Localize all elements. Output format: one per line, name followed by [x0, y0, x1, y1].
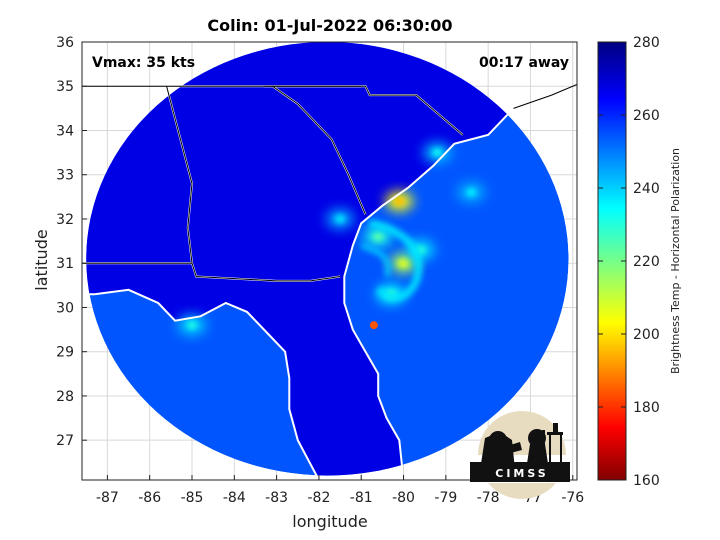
x-tick-label: -78	[477, 490, 500, 506]
coastlines-outside	[82, 83, 577, 295]
colorbar-tick-label: 280	[633, 35, 660, 51]
x-tick-label: -85	[181, 490, 204, 506]
x-tick-label: -79	[434, 490, 457, 506]
y-tick-label: 31	[56, 256, 74, 272]
colorbar-tick-label: 220	[633, 254, 660, 270]
colorbar-tick-label: 260	[633, 108, 660, 124]
rain-band	[368, 219, 423, 301]
colorbar-label: Brightness Temp - Horizontal Polarizatio…	[669, 148, 682, 374]
border-outside-swath	[263, 85, 464, 136]
x-axis-label: longitude	[292, 512, 367, 531]
y-tick-label: 30	[56, 300, 74, 316]
x-axis-ticks: -87-86-85-84-83-82-81-80-79-78-77-76	[96, 475, 584, 506]
brightness-feature-core	[466, 188, 477, 197]
y-tick-label: 32	[56, 212, 74, 228]
swath-land	[86, 42, 569, 476]
y-tick-label: 27	[56, 433, 74, 449]
y-tick-label: 34	[56, 123, 74, 139]
chart-title: Colin: 01-Jul-2022 06:30:00	[207, 16, 452, 35]
rain-band-inner	[360, 242, 392, 278]
y-tick-label: 33	[56, 168, 74, 184]
border-outside-swath	[513, 83, 577, 109]
y-axis-label: latitude	[32, 229, 51, 290]
y-tick-label: 28	[56, 389, 74, 405]
brightness-feature-core	[432, 148, 443, 157]
colorbar-tick-label: 180	[633, 400, 660, 416]
x-tick-label: -80	[392, 490, 415, 506]
y-tick-label: 35	[56, 79, 74, 95]
axes-frame	[81, 41, 578, 481]
brightness-feature-core	[394, 197, 405, 206]
x-tick-label: -84	[223, 490, 246, 506]
colorbar-tick-label: 240	[633, 181, 660, 197]
x-tick-label: -81	[350, 490, 373, 506]
x-tick-label: -87	[96, 490, 119, 506]
y-tick-label: 36	[56, 35, 74, 51]
logo-text: CIMSS	[495, 467, 548, 480]
y-tick-label: 29	[56, 345, 74, 361]
border-outside-swath	[82, 262, 341, 282]
vmax-annotation: Vmax: 35 kts	[92, 55, 195, 71]
brightness-feature-core	[398, 259, 409, 268]
swath-features	[178, 142, 486, 336]
time-away-annotation: 00:17 away	[479, 55, 569, 71]
x-tick-label: -83	[265, 490, 288, 506]
x-tick-label: -86	[138, 490, 161, 506]
x-tick-label: -82	[307, 490, 330, 506]
swath-group	[82, 42, 577, 476]
colorbar-tick-label: 200	[633, 327, 660, 343]
coastline	[86, 42, 569, 476]
border-outside-swath	[272, 85, 366, 215]
colorbar-ticks: 160 180 200 220 240 260 280	[598, 35, 660, 489]
cimss-logo: CIMSS	[470, 411, 570, 499]
storm-center	[369, 321, 378, 330]
brightness-feature-core	[373, 232, 384, 241]
x-tick-label: -76	[561, 490, 584, 506]
brightness-feature-core	[187, 321, 197, 330]
y-axis-ticks: 27 28 29 30 31 32 33 34 35 36	[56, 35, 87, 449]
colorbar-tick-label: 160	[633, 473, 660, 489]
brightness-feature-core	[335, 214, 346, 223]
border-outside-swath	[166, 86, 193, 264]
